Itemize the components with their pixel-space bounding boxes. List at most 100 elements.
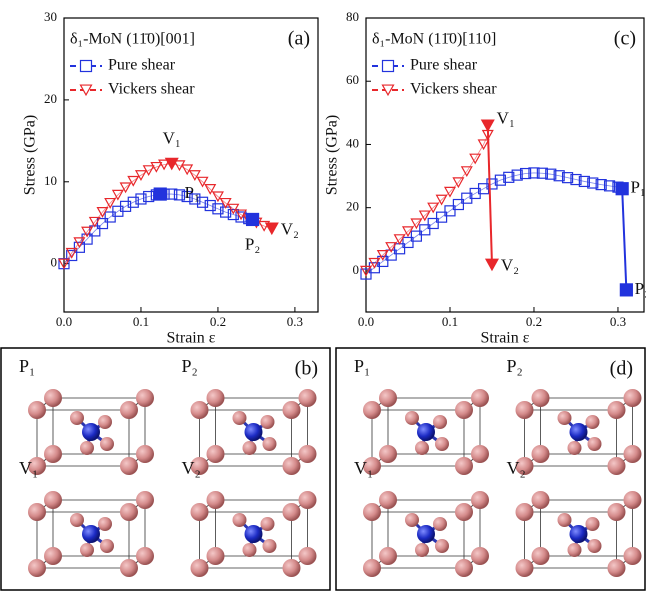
- atom-center: [82, 525, 100, 543]
- atom-n: [70, 411, 84, 425]
- structure-group: [363, 389, 642, 577]
- atom-n: [261, 517, 275, 531]
- atom-mo: [363, 559, 381, 577]
- atom-mo: [455, 503, 473, 521]
- point-label: P₁: [630, 178, 645, 197]
- atom-mo: [532, 445, 550, 463]
- point-label: V₂: [281, 219, 299, 238]
- x-tick-label: 0.3: [610, 314, 626, 329]
- atom-n: [433, 517, 447, 531]
- structure-label: V₁: [19, 458, 38, 478]
- y-axis-title: Stress (GPa): [324, 115, 341, 195]
- atom-mo: [191, 559, 209, 577]
- atom-center: [417, 525, 435, 543]
- y-tick-label: 20: [346, 199, 359, 214]
- atom-n: [435, 539, 449, 553]
- legend-label: Pure shear: [108, 57, 176, 74]
- atom-mo: [608, 401, 626, 419]
- point-label: P₂: [635, 279, 646, 298]
- point-label: P₂: [245, 234, 260, 253]
- atom-n: [586, 517, 600, 531]
- atom-n: [243, 441, 257, 455]
- atom-mo: [516, 559, 534, 577]
- atom-center: [570, 525, 588, 543]
- marker: [247, 213, 259, 225]
- atom-center: [245, 423, 263, 441]
- atom-n: [98, 517, 112, 531]
- chart-title: δ₁-MoN (11̄0)[110]: [372, 31, 496, 48]
- x-tick-label: 0.1: [442, 314, 458, 329]
- atom-mo: [299, 491, 317, 509]
- atom-mo: [299, 389, 317, 407]
- series-line: [64, 164, 272, 264]
- atom-mo: [379, 547, 397, 565]
- x-tick-label: 0.2: [210, 314, 226, 329]
- atom-center: [245, 525, 263, 543]
- atom-mo: [516, 503, 534, 521]
- atom-mo: [624, 491, 642, 509]
- panel-label: (b): [295, 358, 318, 380]
- atom-n: [405, 411, 419, 425]
- atom-mo: [44, 445, 62, 463]
- atom-mo: [299, 547, 317, 565]
- structure-label: P₁: [354, 356, 370, 376]
- atom-n: [100, 437, 114, 451]
- atom-mo: [471, 547, 489, 565]
- atom-n: [415, 441, 429, 455]
- atom-mo: [379, 445, 397, 463]
- atom-mo: [532, 547, 550, 565]
- atom-mo: [363, 401, 381, 419]
- marker: [486, 259, 498, 270]
- atom-mo: [471, 389, 489, 407]
- marker: [620, 284, 632, 296]
- y-tick-label: 10: [44, 173, 57, 188]
- atom-mo: [283, 457, 301, 475]
- atom-n: [80, 543, 94, 557]
- atom-n: [568, 543, 582, 557]
- atom-mo: [624, 547, 642, 565]
- y-tick-label: 30: [44, 9, 57, 24]
- legend-label: Vickers shear: [410, 81, 497, 98]
- x-tick-label: 0.1: [133, 314, 149, 329]
- panel-label: (c): [614, 28, 636, 50]
- atom-mo: [624, 445, 642, 463]
- atom-n: [558, 411, 572, 425]
- atom-mo: [120, 401, 138, 419]
- atom-mo: [44, 491, 62, 509]
- point-label: P₁: [185, 183, 200, 202]
- atom-mo: [379, 389, 397, 407]
- structure-label: P₂: [182, 356, 198, 376]
- atom-mo: [136, 445, 154, 463]
- atom-n: [261, 415, 275, 429]
- y-tick-label: 0: [51, 255, 58, 270]
- atom-n: [100, 539, 114, 553]
- atom-n: [263, 539, 277, 553]
- atom-mo: [120, 503, 138, 521]
- point-label: V₁: [497, 108, 515, 127]
- atom-mo: [532, 491, 550, 509]
- atom-mo: [120, 559, 138, 577]
- legend-marker: [383, 61, 394, 72]
- y-tick-label: 0: [353, 262, 360, 277]
- y-tick-label: 40: [346, 135, 359, 150]
- atom-n: [70, 513, 84, 527]
- x-tick-label: 0.3: [287, 314, 303, 329]
- atom-n: [98, 415, 112, 429]
- structure-label: P₁: [19, 356, 35, 376]
- chart-title: δ₁-MoN (11̄0)[001]: [70, 31, 195, 48]
- atom-mo: [379, 491, 397, 509]
- atom-mo: [283, 401, 301, 419]
- x-axis-title: Strain ε: [481, 330, 530, 347]
- transition-line: [488, 125, 492, 264]
- atom-mo: [136, 389, 154, 407]
- point-label: V₁: [163, 129, 181, 148]
- y-tick-label: 60: [346, 72, 359, 87]
- structure-label: P₂: [507, 356, 523, 376]
- atom-mo: [608, 559, 626, 577]
- panel-label: (a): [288, 28, 310, 50]
- atom-mo: [28, 401, 46, 419]
- atom-mo: [44, 547, 62, 565]
- atom-n: [415, 543, 429, 557]
- atom-mo: [120, 457, 138, 475]
- legend-marker: [81, 61, 92, 72]
